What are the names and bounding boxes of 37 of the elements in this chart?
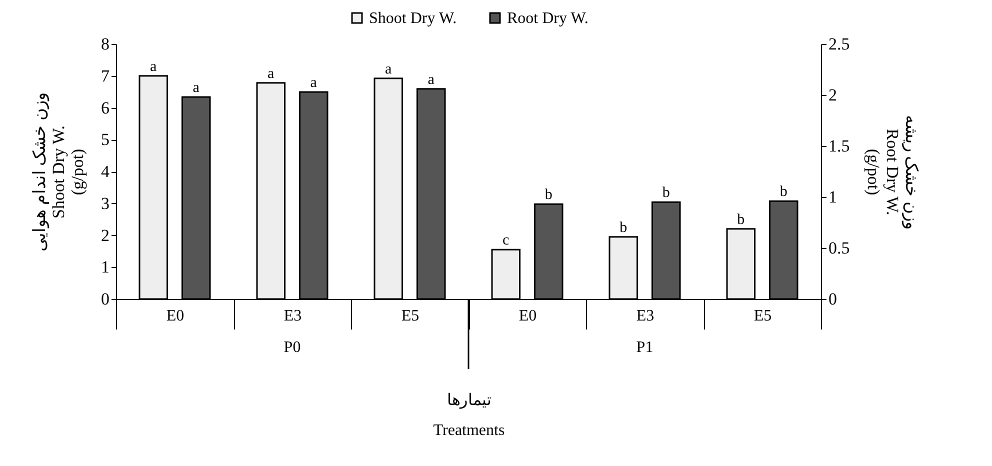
data-label: b — [780, 184, 788, 200]
y-tick-label: 4 — [101, 162, 110, 181]
data-label: a — [192, 80, 200, 96]
data-label: b — [737, 212, 745, 228]
y2-tick-label: 0.5 — [828, 238, 850, 258]
x-tick-label: E5 — [754, 308, 772, 324]
text: P1 — [636, 339, 654, 356]
x-tick-label: E5 — [401, 308, 420, 324]
data-label: b — [662, 185, 670, 202]
data-label: a — [268, 66, 275, 82]
data-label: a — [310, 74, 318, 91]
y-tick-label: 1 — [101, 258, 110, 277]
text: P0 — [284, 339, 301, 356]
data-label: a — [428, 72, 435, 88]
y-tick-label: 6 — [101, 98, 110, 118]
y-tick-label: 7 — [101, 66, 110, 86]
legend-label: Shoot Dry W. — [369, 10, 457, 27]
data-label: a — [385, 61, 392, 78]
y-tick-label: 3 — [101, 194, 110, 213]
y-tick-label: 8 — [101, 34, 110, 54]
y2-tick-label: 2.5 — [828, 34, 850, 54]
y2-tick-label: 1.5 — [828, 136, 850, 156]
y-tick-label: 5 — [101, 130, 110, 150]
x-tick-label: E3 — [636, 308, 654, 324]
x-tick-label: E0 — [166, 308, 184, 324]
data-label: b — [620, 220, 628, 236]
data-label: b — [544, 187, 552, 204]
data-label: a — [150, 58, 158, 75]
y2-tick-label: 2 — [828, 86, 837, 104]
y2-tick-label: 0 — [828, 290, 837, 308]
y-tick-label: 2 — [101, 226, 110, 245]
legend-label: Root Dry W. — [507, 10, 588, 27]
x-tick-label: E3 — [284, 308, 302, 324]
y2-tick-label: 1 — [828, 188, 837, 206]
x-tick-label: E0 — [518, 308, 537, 324]
y-tick-label: 0 — [101, 290, 110, 308]
data-label: c — [502, 232, 510, 249]
